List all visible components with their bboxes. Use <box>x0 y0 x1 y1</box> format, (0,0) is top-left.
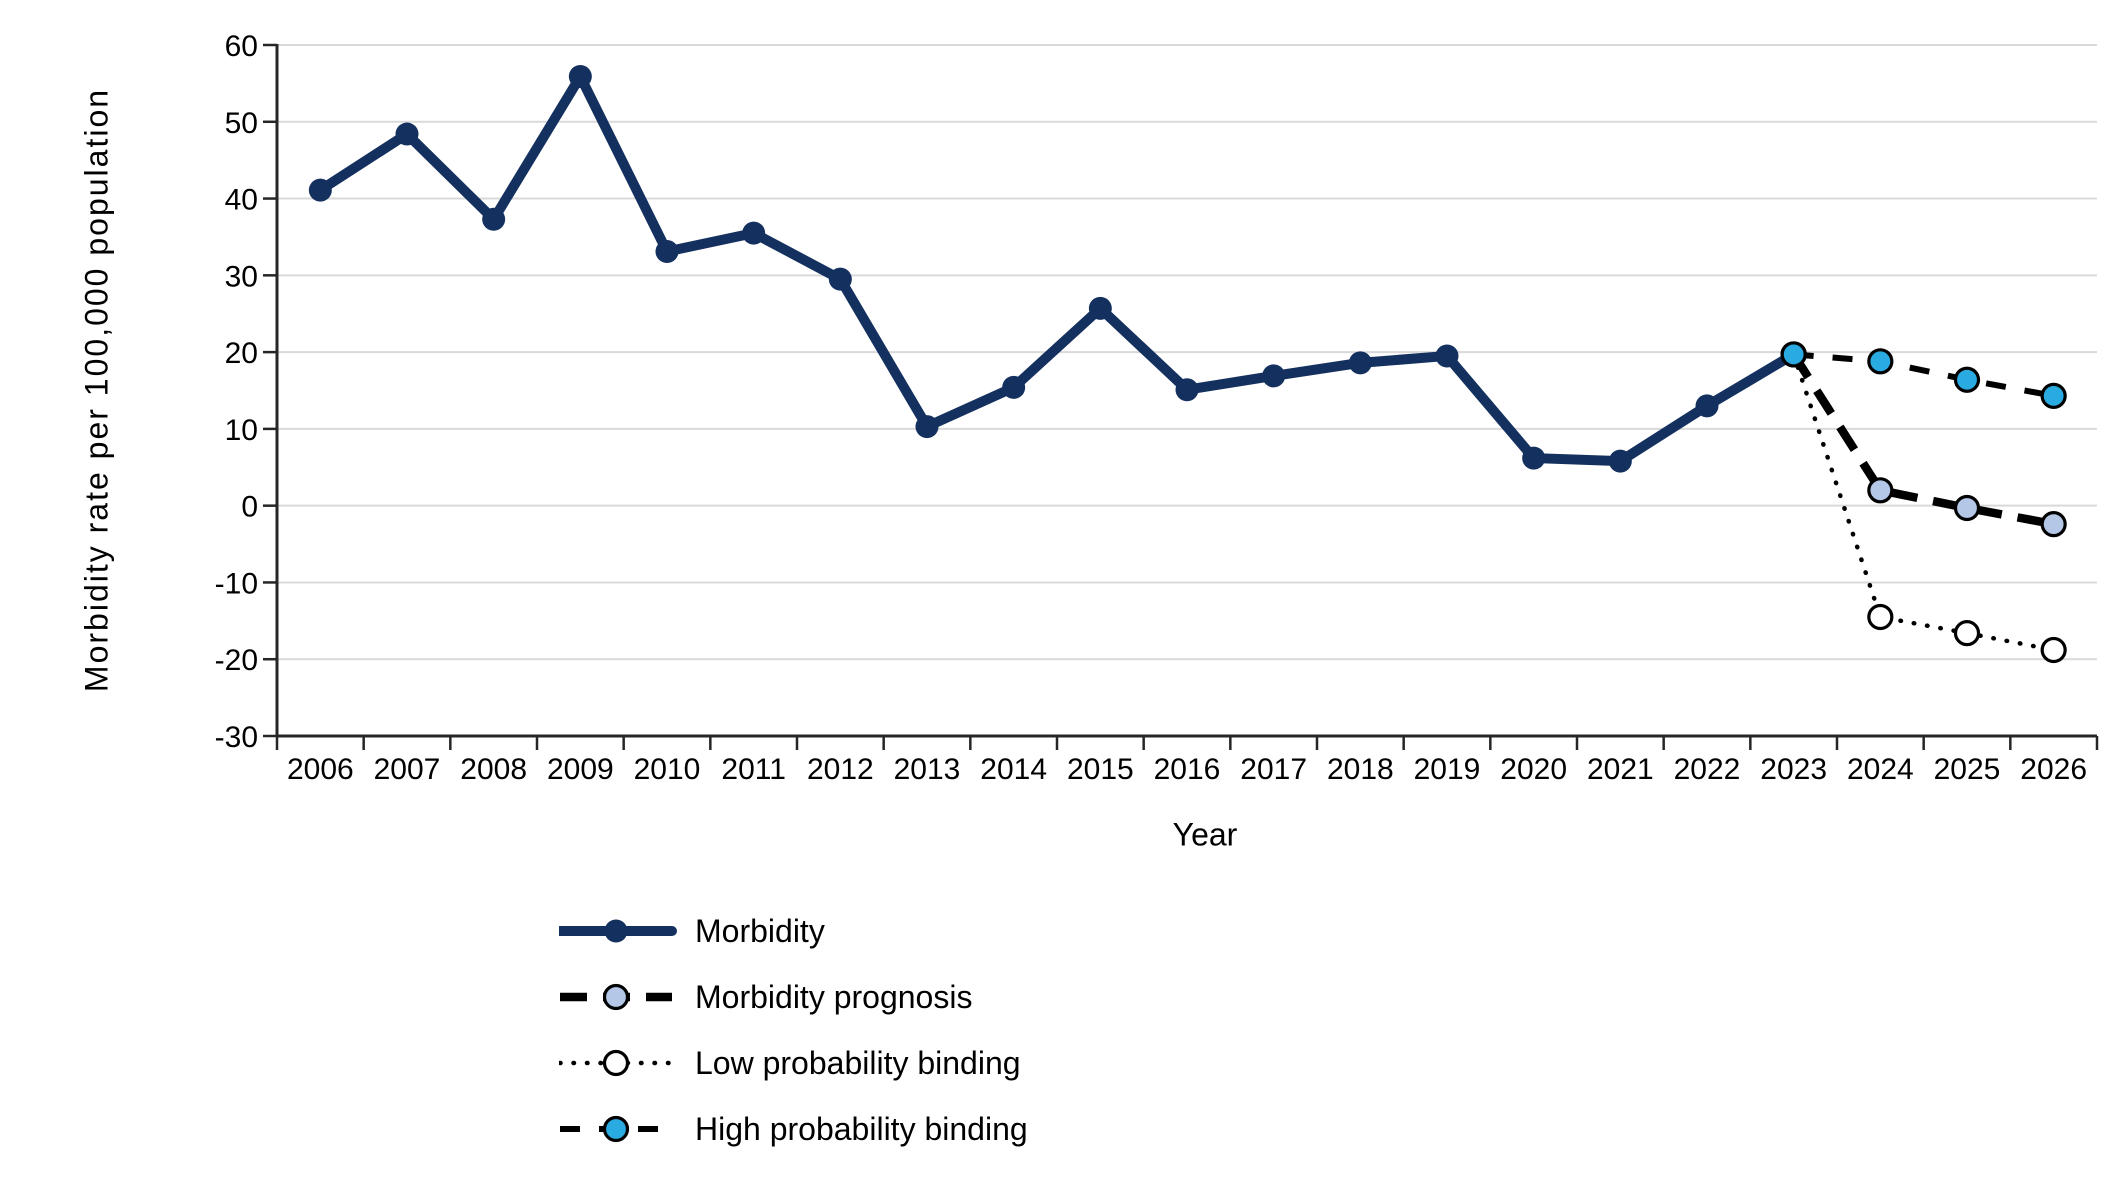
x-tick-label-2013: 2013 <box>894 753 961 786</box>
y-tick-label-50: 50 <box>225 107 258 140</box>
x-tick-label-2023: 2023 <box>1760 753 1827 786</box>
x-tick-label-2011: 2011 <box>721 753 786 786</box>
point-morbidity-prognosis-2024 <box>1867 477 1894 504</box>
point-morbidity-2013 <box>915 415 939 439</box>
x-tick-label-2008: 2008 <box>460 753 527 786</box>
x-axis-title: Year <box>1172 816 1238 853</box>
x-tick-label-2019: 2019 <box>1414 753 1481 786</box>
legend-swatch-high-probability-binding <box>560 1115 672 1143</box>
point-morbidity-2010 <box>655 240 679 264</box>
legend-label-high-probability-binding: High probability binding <box>695 1110 1028 1147</box>
x-tick-label-2015: 2015 <box>1067 753 1134 786</box>
legend-marker-morbidity-prognosis <box>602 983 630 1011</box>
y-tick-label-40: 40 <box>225 184 258 217</box>
legend-swatch-low-probability-binding <box>559 1049 675 1077</box>
point-high-probability-binding-2023 <box>1780 341 1807 368</box>
legend-item-low-probability-binding: Low probability binding <box>559 1035 1021 1091</box>
point-high-probability-binding-2024 <box>1867 348 1894 375</box>
point-morbidity-2011 <box>742 221 766 245</box>
axes <box>263 43 2099 750</box>
y-tick-label-0: 0 <box>241 491 258 524</box>
x-tick-label-2016: 2016 <box>1154 753 1221 786</box>
x-tick-label-2007: 2007 <box>374 753 441 786</box>
legend-item-high-probability-binding: High probability binding <box>559 1101 1028 1157</box>
legend-marker-high-probability-binding <box>602 1115 630 1143</box>
x-tick-labels: 2006 2007 2008 2009 2010 2011 2012 2013 2014 2015… <box>287 753 2087 786</box>
x-tick-label-2006: 2006 <box>287 753 354 786</box>
legend-marker-morbidity <box>604 919 628 943</box>
point-morbidity-2019 <box>1435 344 1459 368</box>
point-morbidity-2021 <box>1608 449 1632 473</box>
y-tick-label--10: -10 <box>215 567 258 600</box>
x-tick-label-2026: 2026 <box>2020 753 2087 786</box>
x-tick-label-2024: 2024 <box>1847 753 1914 786</box>
point-morbidity-2018 <box>1348 351 1372 375</box>
series-high-probability-binding <box>1780 341 2067 409</box>
point-morbidity-2016 <box>1175 378 1199 402</box>
point-morbidity-2022 <box>1695 394 1719 418</box>
point-low-probability-binding-2025 <box>1953 620 1981 647</box>
point-morbidity-2012 <box>828 267 852 291</box>
x-tick-label-2020: 2020 <box>1500 753 1567 786</box>
legend-label-morbidity: Morbidity <box>695 912 825 949</box>
point-morbidity-2017 <box>1262 364 1286 388</box>
series-morbidity <box>308 64 1806 473</box>
point-morbidity-prognosis-2025 <box>1953 494 1981 522</box>
y-tick-label-60: 60 <box>225 30 258 63</box>
point-morbidity-2014 <box>1002 375 1026 399</box>
legend-swatch-morbidity-prognosis <box>560 983 672 1011</box>
series-line-morbidity-prognosis <box>1790 352 2055 529</box>
x-tick-label-2009: 2009 <box>547 753 614 786</box>
point-morbidity-2009 <box>568 64 592 88</box>
y-tick-label--30: -30 <box>215 721 258 754</box>
point-morbidity-2008 <box>482 207 506 231</box>
x-tick-label-2017: 2017 <box>1240 753 1307 786</box>
legend-swatch-morbidity <box>559 919 677 943</box>
x-tick-label-2012: 2012 <box>807 753 874 786</box>
x-tick-label-2022: 2022 <box>1674 753 1741 786</box>
series-line-high-probability-binding <box>1793 351 2055 399</box>
series-low-probability-binding <box>1780 341 2067 664</box>
x-tick-label-2025: 2025 <box>1934 753 2001 786</box>
legend-label-low-probability-binding: Low probability binding <box>695 1044 1021 1081</box>
y-axis-title: Morbidity rate per 100,000 population <box>78 87 115 693</box>
legend-label-morbidity-prognosis: Morbidity prognosis <box>695 978 973 1015</box>
point-high-probability-binding-2026 <box>2040 382 2067 409</box>
point-low-probability-binding-2024 <box>1867 603 1894 631</box>
y-tick-label-20: 20 <box>225 337 258 370</box>
y-tick-label-10: 10 <box>225 414 258 447</box>
legend-marker-low-probability-binding <box>602 1049 630 1077</box>
point-morbidity-2015 <box>1088 296 1112 320</box>
legend-item-morbidity: Morbidity <box>559 903 825 959</box>
y-tick-label-30: 30 <box>225 260 258 293</box>
point-high-probability-binding-2025 <box>1953 366 1981 393</box>
x-tick-label-2014: 2014 <box>980 753 1047 786</box>
y-tick-labels: 60 50 40 30 20 10 0 -10 -20 -30 <box>215 30 258 754</box>
x-tick-label-2021: 2021 <box>1587 753 1654 786</box>
point-low-probability-binding-2026 <box>2040 636 2067 664</box>
y-tick-label--20: -20 <box>215 644 258 677</box>
point-morbidity-2020 <box>1522 446 1546 470</box>
point-morbidity-2006 <box>308 178 332 202</box>
point-morbidity-2007 <box>395 122 419 146</box>
series-line-low-probability-binding <box>1791 352 2056 653</box>
legend-item-morbidity-prognosis: Morbidity prognosis <box>559 969 972 1025</box>
series-line-morbidity <box>315 71 1799 467</box>
x-tick-label-2010: 2010 <box>634 753 701 786</box>
x-tick-label-2018: 2018 <box>1327 753 1394 786</box>
point-morbidity-prognosis-2026 <box>2040 510 2067 538</box>
